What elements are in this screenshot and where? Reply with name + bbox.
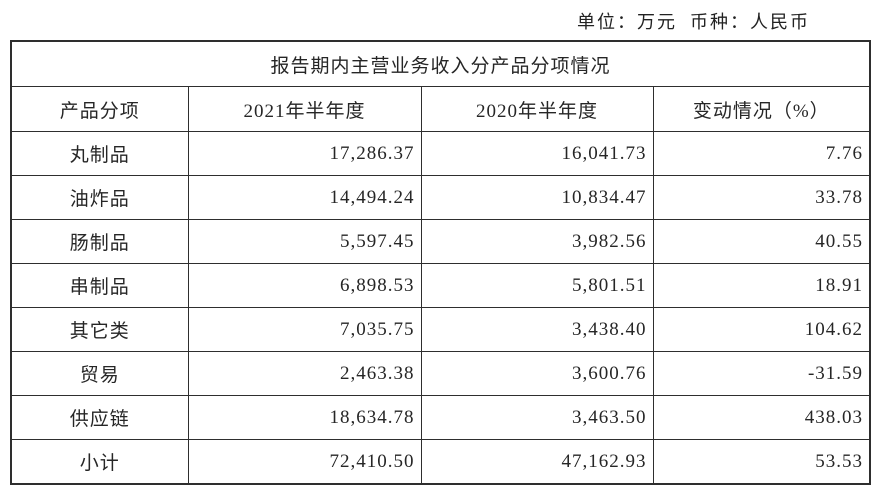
value-2021-cell: 7,035.75 bbox=[187, 307, 422, 352]
table-row-subtotal: 小计 72,410.50 47,162.93 53.53 bbox=[10, 439, 871, 485]
product-cell: 其它类 bbox=[10, 307, 189, 352]
table-header-row: 产品分项 2021年半年度 2020年半年度 变动情况（%） bbox=[10, 86, 871, 132]
table-title-row: 报告期内主营业务收入分产品分项情况 bbox=[10, 40, 871, 87]
revenue-by-product-table: 报告期内主营业务收入分产品分项情况 产品分项 2021年半年度 2020年半年度… bbox=[10, 40, 872, 485]
product-cell: 小计 bbox=[10, 439, 189, 485]
value-2021-cell: 5,597.45 bbox=[187, 219, 422, 264]
column-header-product: 产品分项 bbox=[10, 86, 189, 132]
change-pct-cell: 438.03 bbox=[652, 395, 871, 440]
table-row: 贸易 2,463.38 3,600.76 -31.59 bbox=[10, 351, 871, 396]
value-2020-cell: 3,463.50 bbox=[420, 395, 654, 440]
table-row: 串制品 6,898.53 5,801.51 18.91 bbox=[10, 263, 871, 308]
value-2021-cell: 18,634.78 bbox=[187, 395, 422, 440]
change-pct-cell: 104.62 bbox=[652, 307, 871, 352]
change-pct-cell: 18.91 bbox=[652, 263, 871, 308]
change-pct-cell: 33.78 bbox=[652, 175, 871, 220]
product-cell: 串制品 bbox=[10, 263, 189, 308]
value-2021-cell: 14,494.24 bbox=[187, 175, 422, 220]
product-cell: 贸易 bbox=[10, 351, 189, 396]
value-2021-cell: 6,898.53 bbox=[187, 263, 422, 308]
change-pct-cell: 40.55 bbox=[652, 219, 871, 264]
column-header-2020-half-year: 2020年半年度 bbox=[420, 86, 654, 132]
change-pct-cell: -31.59 bbox=[652, 351, 871, 396]
value-2020-cell: 10,834.47 bbox=[420, 175, 654, 220]
table-row: 其它类 7,035.75 3,438.40 104.62 bbox=[10, 307, 871, 352]
value-2021-cell: 2,463.38 bbox=[187, 351, 422, 396]
value-2021-cell: 17,286.37 bbox=[187, 131, 422, 176]
value-2021-cell: 72,410.50 bbox=[187, 439, 422, 485]
column-header-2021-half-year: 2021年半年度 bbox=[187, 86, 422, 132]
product-cell: 肠制品 bbox=[10, 219, 189, 264]
units-note: 单位：万元 币种：人民币 bbox=[577, 12, 810, 32]
column-header-change-pct: 变动情况（%） bbox=[652, 86, 871, 132]
value-2020-cell: 16,041.73 bbox=[420, 131, 654, 176]
change-pct-cell: 7.76 bbox=[652, 131, 871, 176]
value-2020-cell: 47,162.93 bbox=[420, 439, 654, 485]
change-pct-cell: 53.53 bbox=[652, 439, 871, 485]
table-row: 供应链 18,634.78 3,463.50 438.03 bbox=[10, 395, 871, 440]
table-row: 肠制品 5,597.45 3,982.56 40.55 bbox=[10, 219, 871, 264]
table-row: 丸制品 17,286.37 16,041.73 7.76 bbox=[10, 131, 871, 176]
value-2020-cell: 5,801.51 bbox=[420, 263, 654, 308]
product-cell: 供应链 bbox=[10, 395, 189, 440]
value-2020-cell: 3,982.56 bbox=[420, 219, 654, 264]
product-cell: 油炸品 bbox=[10, 175, 189, 220]
table-title: 报告期内主营业务收入分产品分项情况 bbox=[10, 40, 871, 87]
value-2020-cell: 3,600.76 bbox=[420, 351, 654, 396]
table-row: 油炸品 14,494.24 10,834.47 33.78 bbox=[10, 175, 871, 220]
product-cell: 丸制品 bbox=[10, 131, 189, 176]
value-2020-cell: 3,438.40 bbox=[420, 307, 654, 352]
